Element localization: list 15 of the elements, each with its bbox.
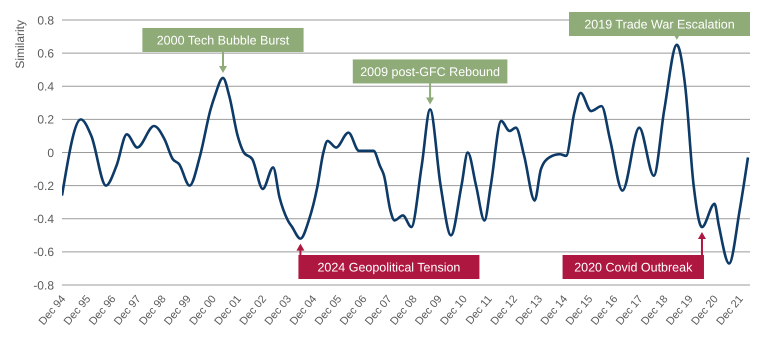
annotation: 2000 Tech Bubble Burst xyxy=(156,33,290,48)
y-tick-label: 0 xyxy=(47,146,54,160)
y-tick-label: 0.4 xyxy=(37,80,54,94)
y-tick-label: 0.6 xyxy=(37,46,54,60)
y-tick-label: -0.6 xyxy=(33,245,54,260)
y-tick-label: -0.8 xyxy=(33,278,54,292)
annotation: 2020 Covid Outbreak xyxy=(574,260,694,274)
annotation: 2024 Geopolitical Tension xyxy=(317,260,460,274)
annotation: 2019 Trade War Escalation xyxy=(584,18,735,32)
y-tick-label: 0.2 xyxy=(37,112,54,127)
annotation: 2009 post-GFC Rebound xyxy=(360,64,500,79)
y-tick-label: 0.8 xyxy=(37,13,54,28)
y-tick-label: -0.2 xyxy=(33,178,54,193)
y-tick-label: -0.4 xyxy=(33,212,54,226)
y-axis-title: Similarity xyxy=(13,20,27,69)
